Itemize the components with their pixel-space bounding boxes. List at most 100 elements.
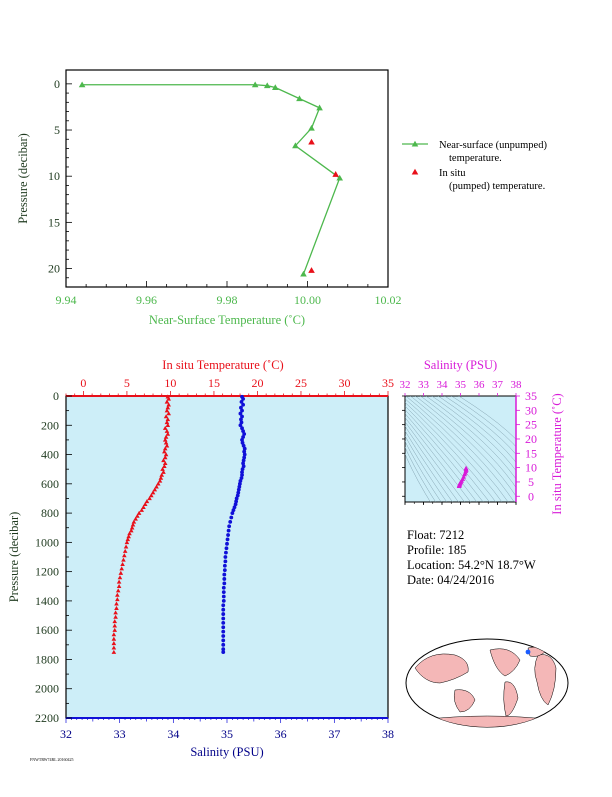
temperature-point — [133, 516, 138, 521]
near-surface-point — [272, 84, 279, 91]
temperature-point — [122, 548, 128, 553]
salinity-point — [239, 417, 243, 422]
salinity-point — [226, 533, 230, 537]
y-tick-label: 15 — [48, 215, 60, 229]
salinity-point — [230, 511, 235, 515]
salinity-point — [238, 478, 243, 483]
temperature-point — [163, 452, 169, 457]
profile-y-axis-label: Pressure (decibar) — [7, 512, 21, 603]
pressure-tick-label: 600 — [41, 477, 59, 491]
pressure-tick-label: 200 — [41, 418, 59, 432]
salinity-point — [221, 620, 226, 625]
temperature-point — [112, 627, 118, 632]
temperature-point — [161, 469, 166, 474]
temperature-point — [112, 623, 118, 628]
salinity-point — [238, 423, 243, 428]
near-surface-point — [316, 104, 323, 111]
salinity-point — [221, 594, 226, 599]
salinity-point — [240, 408, 244, 413]
temperature-point — [115, 592, 120, 597]
ts-x-tick-label: 33 — [418, 379, 430, 391]
temperature-point — [166, 396, 171, 401]
in-situ-point — [332, 171, 339, 177]
isopleth-curve — [414, 396, 516, 497]
temperature-point — [161, 458, 166, 463]
salinity-point — [242, 449, 247, 454]
temperature-tick-label: 20 — [251, 376, 263, 390]
temperature-point — [158, 475, 164, 480]
temperature-tick-label: 25 — [295, 376, 307, 390]
salinity-point — [221, 629, 226, 634]
salinity-point — [221, 634, 226, 638]
salinity-point — [225, 537, 230, 542]
temperature-point — [154, 484, 159, 489]
salinity-point — [221, 599, 226, 603]
isopleth-curve — [405, 396, 509, 502]
pressure-tick-label: 2200 — [35, 711, 59, 725]
near-surface-plot-frame — [65, 69, 389, 288]
pressure-tick-label: 1400 — [35, 594, 59, 608]
salinity-point — [221, 647, 226, 652]
salinity-tick-label: 38 — [382, 727, 394, 741]
temperature-point — [142, 502, 148, 507]
temperature-point — [157, 478, 163, 483]
salinity-point — [240, 440, 245, 445]
salinity-point — [228, 519, 233, 524]
temperature-point — [112, 619, 118, 624]
temperature-point — [164, 428, 170, 433]
temperature-point — [114, 601, 119, 606]
australia-shape — [453, 689, 476, 713]
temperature-tick-label: 10 — [164, 376, 176, 390]
temperature-point — [162, 463, 167, 468]
temperature-point — [119, 566, 124, 571]
salinity-point — [221, 585, 226, 590]
salinity-point — [235, 493, 240, 498]
x-tick-label: 9.96 — [136, 293, 157, 307]
footnote-text: FNWTRW74RL 20160425 — [30, 757, 74, 762]
temperature-point — [160, 466, 165, 471]
density-isopleths — [405, 396, 516, 502]
float-id: Float: 7212 — [407, 528, 465, 542]
salinity-point — [241, 429, 246, 434]
temperature-point — [147, 496, 152, 501]
salinity-point — [240, 414, 244, 419]
salinity-point — [224, 550, 228, 555]
temperature-point — [162, 449, 167, 454]
salinity-point — [225, 541, 229, 546]
pressure-tick-label: 2000 — [35, 682, 59, 696]
salinity-point — [229, 515, 234, 520]
salinity-point — [221, 642, 226, 647]
salinity-point — [222, 572, 227, 577]
salinity-point — [221, 590, 226, 595]
antarctica-shape — [419, 715, 556, 727]
salinity-point — [241, 461, 246, 466]
salinity-point — [242, 452, 247, 457]
temperature-point — [164, 408, 170, 413]
ts-point — [456, 483, 462, 489]
isopleth-curve — [425, 396, 516, 480]
near-surface-legend: Near-surface (unpumped) temperature. In si… — [402, 140, 547, 192]
temperature-point — [166, 411, 171, 416]
pressure-tick-label: 1800 — [35, 652, 59, 666]
isopleth-curve — [405, 435, 448, 502]
temperature-point — [135, 513, 140, 518]
isopleth-curve — [405, 405, 490, 502]
salinity-point — [221, 612, 226, 616]
temperature-point — [123, 544, 129, 549]
salinity-point — [234, 496, 239, 501]
salinity-axis-label: Salinity (PSU) — [190, 745, 263, 759]
pressure-tick-label: 0 — [53, 389, 59, 403]
temperature-point — [121, 557, 126, 562]
salinity-point — [222, 577, 227, 581]
salinity-point — [240, 473, 244, 477]
world-map — [405, 638, 569, 728]
salinity-point — [223, 555, 228, 559]
isopleth-curve — [444, 396, 516, 455]
pressure-tick-label: 1200 — [35, 565, 59, 579]
temperature-point — [113, 610, 118, 615]
near-surface-point — [300, 270, 307, 277]
salinity-point — [224, 546, 229, 551]
temperature-point — [113, 614, 118, 619]
ts-y-tick-label: 25 — [525, 418, 537, 432]
temperature-point — [155, 481, 161, 486]
